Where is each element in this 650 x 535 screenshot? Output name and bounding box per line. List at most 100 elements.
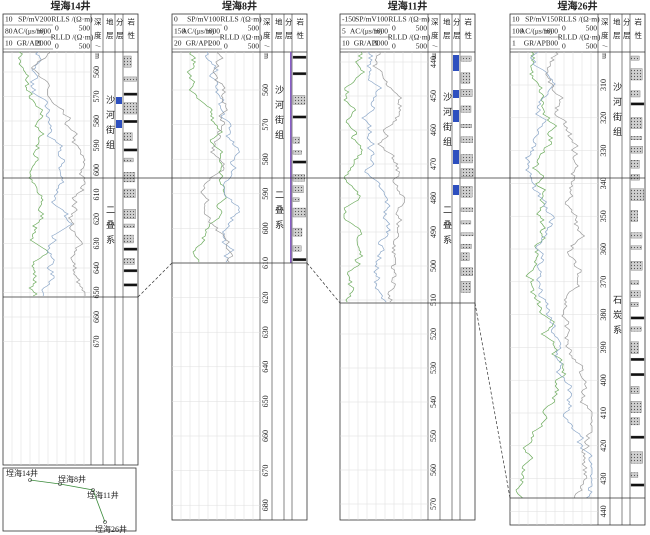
resist-name: RLLD /(Ω·m) [220, 33, 263, 42]
lithology [460, 168, 474, 177]
resist-max: 500 [79, 24, 91, 33]
depth-label: 670 [92, 336, 101, 348]
lithology [630, 188, 644, 201]
lithology [630, 232, 643, 239]
lithology [630, 245, 642, 250]
lithology [460, 220, 472, 225]
resist-name: RLLD /(Ω·m) [51, 33, 94, 42]
lithology [630, 136, 643, 140]
resist-name: RLLS /(Ω·m) [558, 15, 600, 24]
resist-max: 500 [416, 24, 428, 33]
log-curve [200, 51, 234, 263]
lithology [630, 68, 643, 81]
correlation-dash [137, 262, 173, 298]
depth-label: 450 [429, 90, 438, 102]
map-label: 埕海11井 [87, 490, 119, 500]
column-header: 深度/m [262, 18, 271, 65]
curve-name: GR/API [354, 39, 379, 48]
curve-min: 0 [174, 15, 178, 24]
lithology [630, 146, 643, 154]
lithology [630, 117, 643, 129]
lithology [630, 341, 639, 354]
layer-marker [453, 55, 459, 71]
lithology [292, 72, 307, 76]
depth-label: 580 [261, 153, 270, 165]
strata-label: 沙河街组 [442, 92, 452, 152]
curve-min: 100 [512, 27, 524, 36]
resist-name: RLLD /(Ω·m) [388, 33, 431, 42]
resist-name: RLLS /(Ω·m) [220, 15, 262, 24]
lithology [460, 136, 473, 143]
depth-label: 440 [599, 505, 608, 517]
depth-label: 320 [599, 112, 608, 124]
layer-marker [453, 90, 459, 98]
curve-name: GR/API [524, 39, 549, 48]
curve-max: 1000 [36, 27, 51, 36]
map-label: 埕海14井 [6, 468, 38, 478]
curve-max: 300 [547, 39, 559, 48]
curve-name: SP/mV [18, 15, 40, 24]
depth-label: 330 [599, 145, 608, 157]
map-point [91, 488, 95, 492]
log-curve [17, 51, 49, 297]
log-curve [343, 51, 366, 303]
lithology [123, 55, 132, 68]
lithology [630, 160, 640, 169]
lithology [630, 435, 645, 439]
curve-min: 10 [5, 15, 13, 24]
layer-marker [290, 52, 292, 263]
strata-label: 沙河街组 [105, 95, 115, 155]
lithology [460, 281, 471, 293]
column-header: 地层 [612, 17, 621, 45]
lithology [630, 483, 645, 487]
resist-max: 500 [248, 42, 260, 51]
lithology [630, 373, 645, 377]
depth-label: 460 [429, 124, 438, 136]
depth-label: 380 [599, 309, 608, 321]
lithology [630, 210, 638, 222]
depth-label: 440 [429, 56, 438, 68]
depth-label: 480 [429, 192, 438, 204]
lithology [460, 186, 473, 198]
log-curve [30, 51, 86, 296]
layer-marker [116, 120, 122, 128]
depth-label: 540 [429, 396, 438, 408]
depth-label: 360 [599, 243, 608, 255]
resist-min: 0 [562, 24, 566, 33]
map-point [103, 520, 107, 524]
lithology [292, 150, 302, 155]
depth-label: 510 [429, 294, 438, 306]
lithology [123, 247, 138, 251]
resist-min: 0 [55, 42, 59, 51]
lithology [630, 357, 645, 361]
curve-name: GR/API [17, 39, 42, 48]
lithology [460, 252, 470, 261]
lithology [630, 102, 645, 106]
lithology [123, 120, 138, 123]
curve-name: GR/API [186, 39, 211, 48]
depth-label: 350 [599, 210, 608, 222]
lithology [630, 302, 639, 307]
depth-label: 310 [599, 79, 608, 91]
resist-min: 0 [562, 42, 566, 51]
lithology [460, 207, 474, 212]
depth-label: 620 [92, 213, 101, 225]
panel-frame [339, 13, 476, 521]
log-curve [515, 51, 567, 499]
lithology [123, 76, 137, 82]
lithology [123, 132, 133, 141]
lithology [460, 267, 473, 276]
panel-frame [171, 13, 308, 521]
curve-name: SP/mV [525, 15, 547, 24]
lithology [292, 185, 304, 193]
panel-frame [2, 13, 139, 466]
depth-label: 680 [261, 499, 270, 511]
lithology [292, 55, 307, 59]
depth-label: 570 [92, 91, 101, 103]
depth-label: 420 [599, 440, 608, 452]
lithology [123, 92, 138, 96]
lithology [292, 245, 302, 252]
correlation-dash [306, 262, 341, 304]
depth-label: 570 [429, 498, 438, 510]
